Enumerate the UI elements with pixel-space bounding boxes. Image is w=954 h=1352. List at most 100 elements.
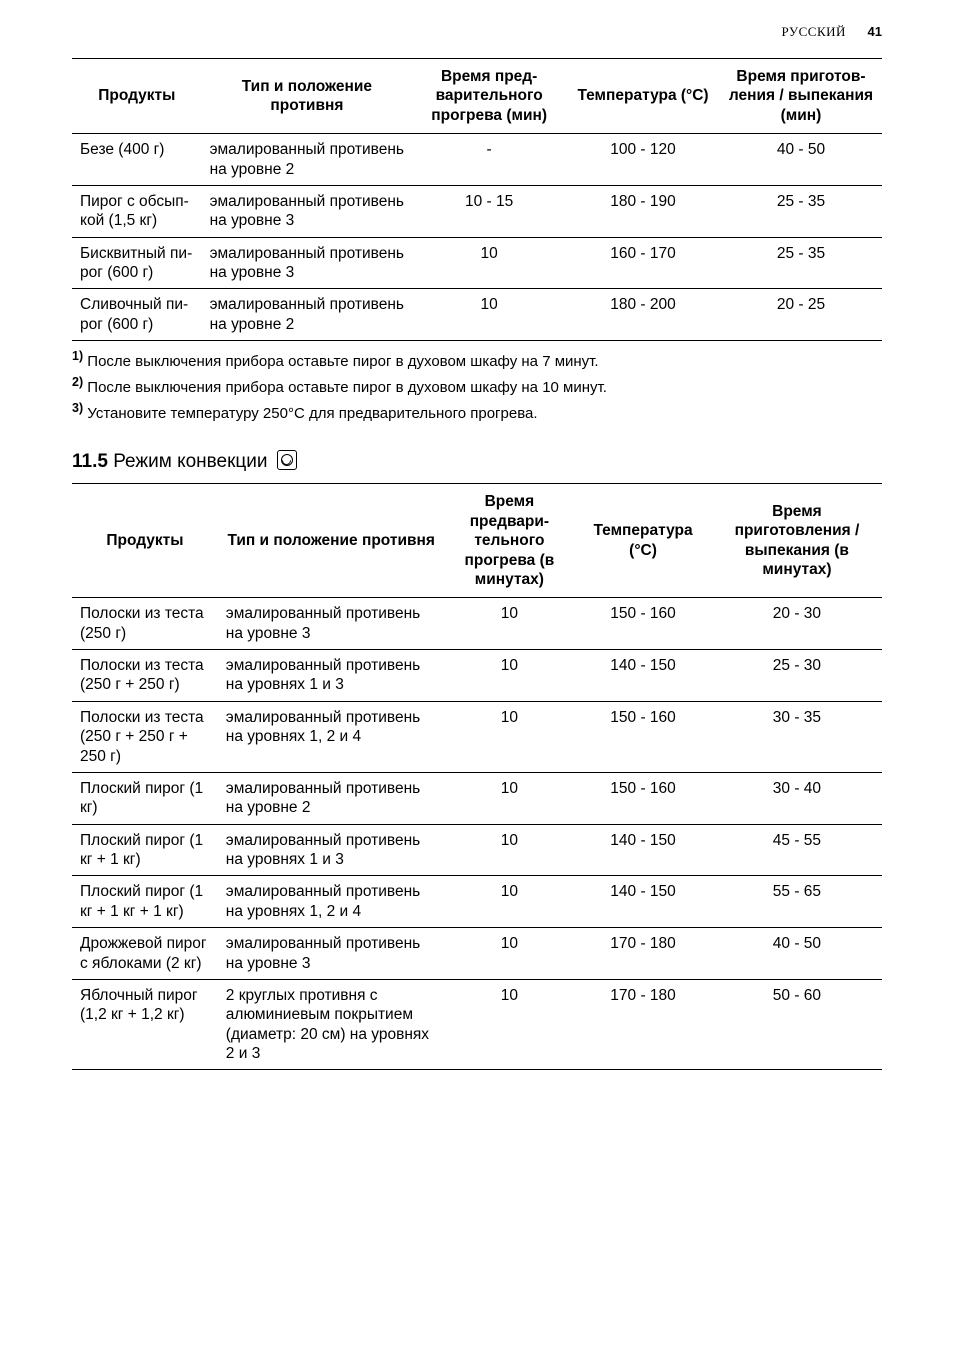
cell: 10 (445, 979, 575, 1070)
footnote: 2) После выключения прибора оставьте пир… (72, 373, 882, 399)
cell: 45 - 55 (712, 824, 882, 876)
cell: 30 - 35 (712, 701, 882, 772)
cell: 10 (412, 237, 566, 289)
convection-icon (277, 450, 297, 470)
table-row: Полоски из тес­та (250 г + 250 г + 250 г… (72, 701, 882, 772)
cell: Безе (400 г) (72, 134, 202, 186)
column-header: Тип и положение противня (202, 59, 413, 134)
cell: 40 - 50 (720, 134, 882, 186)
cell: 10 (445, 650, 575, 702)
header-language: РУССКИЙ (782, 24, 846, 39)
footnote-marker: 3) (72, 401, 83, 415)
header-page-number: 41 (868, 24, 882, 39)
column-header: Температура (°C) (574, 484, 712, 598)
table-row: Дрожжевой пи­рог с яблоками (2 кг)эмалир… (72, 928, 882, 980)
table-row: Бисквитный пи­рог (600 г)эмалированный п… (72, 237, 882, 289)
cell: - (412, 134, 566, 186)
table-row: Пирог с обсып­кой (1,5 кг)эмалированный … (72, 185, 882, 237)
cell: 40 - 50 (712, 928, 882, 980)
footnote-marker: 1) (72, 349, 83, 363)
cell: 10 - 15 (412, 185, 566, 237)
cell: 10 (412, 289, 566, 341)
cell: Полоски из тес­та (250 г) (72, 598, 218, 650)
cell: эмалированный проти­вень на уровнях 1, 2… (218, 876, 445, 928)
cell: 140 - 150 (574, 876, 712, 928)
cell: 150 - 160 (574, 772, 712, 824)
cell: 25 - 35 (720, 237, 882, 289)
cell: Полоски из тес­та (250 г + 250 г) (72, 650, 218, 702)
cell: 100 - 120 (566, 134, 720, 186)
column-header: Температура (°C) (566, 59, 720, 134)
cell: 20 - 30 (712, 598, 882, 650)
cell: эмалированный проти­вень на уровнях 1, 2… (218, 701, 445, 772)
cell: 170 - 180 (574, 979, 712, 1070)
cell: 10 (445, 772, 575, 824)
table-row: Безе (400 г)эмалированный про­тивень на … (72, 134, 882, 186)
cell: эмалированный про­тивень на уровне 3 (202, 237, 413, 289)
cell: 140 - 150 (574, 824, 712, 876)
cell: 10 (445, 598, 575, 650)
column-header: Время пред­варительного прогрева (мин) (412, 59, 566, 134)
column-header: Время приготов­ления / выпе­кания (мин) (720, 59, 882, 134)
table-row: Плоский пирог (1 кг + 1 кг + 1 кг)эмалир… (72, 876, 882, 928)
table-header-row: ПродуктыТип и положение противняВремя пр… (72, 59, 882, 134)
cell: 50 - 60 (712, 979, 882, 1070)
section-number: 11.5 (72, 451, 108, 472)
cell: 150 - 160 (574, 598, 712, 650)
cell: 170 - 180 (574, 928, 712, 980)
table-row: Плоский пирог (1 кг)эмалированный проти­… (72, 772, 882, 824)
cell: эмалированный проти­вень на уровнях 1 и … (218, 824, 445, 876)
column-header: Время приготовления / выпекания (в минут… (712, 484, 882, 598)
table-row: Полоски из тес­та (250 г)эмалированный п… (72, 598, 882, 650)
cell: эмалированный про­тивень на уровне 2 (202, 134, 413, 186)
section-title-text: Режим конвекции (108, 451, 273, 472)
cell: Сливочный пи­рог (600 г) (72, 289, 202, 341)
column-header: Время предвари­тельного прогрева (в мину… (445, 484, 575, 598)
cell: Бисквитный пи­рог (600 г) (72, 237, 202, 289)
cell: эмалированный проти­вень на уровне 2 (218, 772, 445, 824)
page-header: РУССКИЙ 41 (72, 24, 882, 40)
cell: 30 - 40 (712, 772, 882, 824)
footnote: 3) Установите температуру 250°C для пред… (72, 399, 882, 425)
cell: Плоский пирог (1 кг + 1 кг) (72, 824, 218, 876)
cell: эмалированный проти­вень на уровне 3 (218, 598, 445, 650)
cell: эмалированный проти­вень на уровнях 1 и … (218, 650, 445, 702)
cell: 10 (445, 928, 575, 980)
cell: 180 - 200 (566, 289, 720, 341)
cell: 10 (445, 876, 575, 928)
cooking-table-1: ПродуктыТип и положение противняВремя пр… (72, 58, 882, 341)
cell: 55 - 65 (712, 876, 882, 928)
footnotes: 1) После выключения прибора оставьте пир… (72, 347, 882, 424)
cell: 25 - 35 (720, 185, 882, 237)
table-row: Плоский пирог (1 кг + 1 кг)эмалированный… (72, 824, 882, 876)
cell: Полоски из тес­та (250 г + 250 г + 250 г… (72, 701, 218, 772)
cell: 2 круглых противня с алюминиевым покры­т… (218, 979, 445, 1070)
cell: 10 (445, 701, 575, 772)
cell: эмалированный про­тивень на уровне 2 (202, 289, 413, 341)
cell: 10 (445, 824, 575, 876)
cell: Плоский пирог (1 кг) (72, 772, 218, 824)
table-header-row: ПродуктыТип и положение про­тивняВремя п… (72, 484, 882, 598)
cell: 180 - 190 (566, 185, 720, 237)
section-heading: 11.5 Режим конвекции (72, 450, 882, 473)
footnote: 1) После выключения прибора оставьте пир… (72, 347, 882, 373)
footnote-text: После выключения прибора оставьте пирог … (83, 379, 607, 396)
cell: 20 - 25 (720, 289, 882, 341)
cell: 25 - 30 (712, 650, 882, 702)
column-header: Продукты (72, 484, 218, 598)
cell: 150 - 160 (574, 701, 712, 772)
footnote-marker: 2) (72, 375, 83, 389)
cooking-table-2: ПродуктыТип и положение про­тивняВремя п… (72, 483, 882, 1070)
cell: Яблочный пи­рог (1,2 кг + 1,2 кг) (72, 979, 218, 1070)
cell: 160 - 170 (566, 237, 720, 289)
table-row: Полоски из тес­та (250 г + 250 г)эмалиро… (72, 650, 882, 702)
cell: Дрожжевой пи­рог с яблоками (2 кг) (72, 928, 218, 980)
cell: Плоский пирог (1 кг + 1 кг + 1 кг) (72, 876, 218, 928)
cell: эмалированный проти­вень на уровне 3 (218, 928, 445, 980)
cell: 140 - 150 (574, 650, 712, 702)
column-header: Тип и положение про­тивня (218, 484, 445, 598)
table-row: Сливочный пи­рог (600 г)эмалированный пр… (72, 289, 882, 341)
table-row: Яблочный пи­рог (1,2 кг + 1,2 кг)2 кругл… (72, 979, 882, 1070)
cell: эмалированный про­тивень на уровне 3 (202, 185, 413, 237)
footnote-text: Установите температуру 250°C для предвар… (83, 405, 537, 422)
